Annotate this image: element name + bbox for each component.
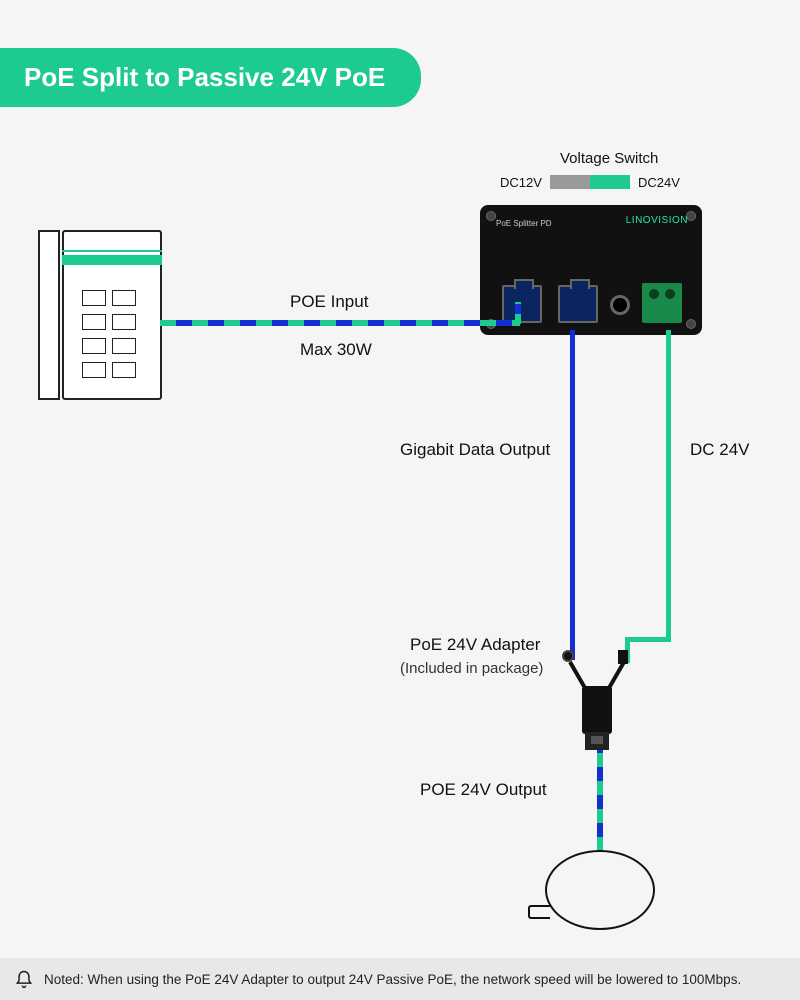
title-banner: PoE Split to Passive 24V PoE bbox=[0, 48, 421, 107]
footer-prefix: Noted: bbox=[44, 972, 84, 987]
footer-note: Noted: When using the PoE 24V Adapter to… bbox=[0, 958, 800, 1000]
cable-data-output bbox=[570, 330, 575, 660]
poe-switch-device bbox=[32, 230, 187, 405]
cable-dc24v-turn bbox=[625, 637, 671, 642]
cable-poe24v-output bbox=[597, 746, 603, 851]
dc24v-label: DC 24V bbox=[690, 440, 750, 460]
adapter-sub-label: (Included in package) bbox=[400, 660, 543, 677]
splitter-dc-jack bbox=[610, 295, 630, 315]
poe-input-label: POE Input bbox=[290, 292, 368, 312]
cable-poe-input bbox=[160, 320, 520, 326]
output-device-arm bbox=[528, 905, 550, 919]
voltage-switch-knob bbox=[590, 175, 630, 189]
bell-icon bbox=[14, 969, 34, 989]
output-device-antenna bbox=[545, 850, 655, 930]
voltage-12v-label: DC12V bbox=[500, 175, 542, 190]
max-power-label: Max 30W bbox=[300, 340, 372, 360]
cable-dc24v bbox=[666, 330, 671, 640]
splitter-model-label: PoE Splitter PD bbox=[496, 219, 552, 229]
splitter-terminal-block bbox=[642, 283, 682, 323]
poe-24v-adapter bbox=[560, 650, 640, 760]
poe-splitter-device: LINOVISION PoE Splitter PD bbox=[480, 205, 702, 335]
adapter-title-label: PoE 24V Adapter bbox=[410, 635, 540, 655]
splitter-poe-in-port bbox=[502, 285, 542, 323]
voltage-24v-label: DC24V bbox=[638, 175, 680, 190]
gigabit-output-label: Gigabit Data Output bbox=[400, 440, 550, 460]
voltage-switch-label: Voltage Switch bbox=[560, 150, 658, 167]
poe24v-output-label: POE 24V Output bbox=[420, 780, 547, 800]
footer-text: When using the PoE 24V Adapter to output… bbox=[88, 972, 742, 987]
cable-poe-input-riser bbox=[515, 302, 521, 324]
splitter-data-out-port bbox=[558, 285, 598, 323]
splitter-brand-label: LINOVISION bbox=[626, 215, 688, 226]
